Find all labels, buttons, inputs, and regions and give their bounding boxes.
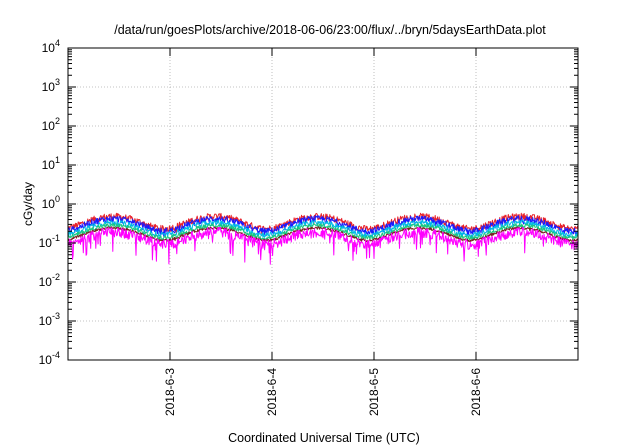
y-tick-label: 10-4 — [39, 350, 60, 367]
series-line-3 — [67, 219, 579, 239]
series-line-6 — [67, 226, 579, 265]
series-line-5 — [67, 226, 578, 243]
x-axis-tick-labels: 2018-6-3 2018-6-4 2018-6-5 2018-6-6 — [163, 368, 483, 416]
chart-title: /data/run/goesPlots/archive/2018-06-06/2… — [114, 23, 546, 37]
y-tick-label: 103 — [42, 77, 60, 94]
y-tick-label: 10-3 — [39, 311, 60, 328]
y-tick-label: 10-1 — [39, 233, 60, 250]
y-axis-tick-labels: 10-4 10-3 10-2 10-1 100 101 102 103 104 — [39, 38, 60, 367]
x-tick-label: 2018-6-3 — [163, 368, 177, 416]
x-axis-label: Coordinated Universal Time (UTC) — [228, 431, 420, 445]
axis-ticks — [68, 47, 578, 361]
y-tick-label: 104 — [42, 38, 60, 55]
y-axis-label: cGy/day — [21, 182, 35, 226]
x-tick-label: 2018-6-5 — [367, 368, 381, 416]
y-tick-label: 100 — [42, 194, 60, 211]
y-tick-label: 101 — [42, 155, 60, 172]
series-layer — [67, 212, 579, 265]
y-tick-label: 102 — [42, 116, 60, 133]
y-tick-label: 10-2 — [39, 272, 60, 289]
x-tick-label: 2018-6-6 — [469, 368, 483, 416]
grid-lines — [68, 48, 578, 360]
x-tick-label: 2018-6-4 — [265, 368, 279, 416]
